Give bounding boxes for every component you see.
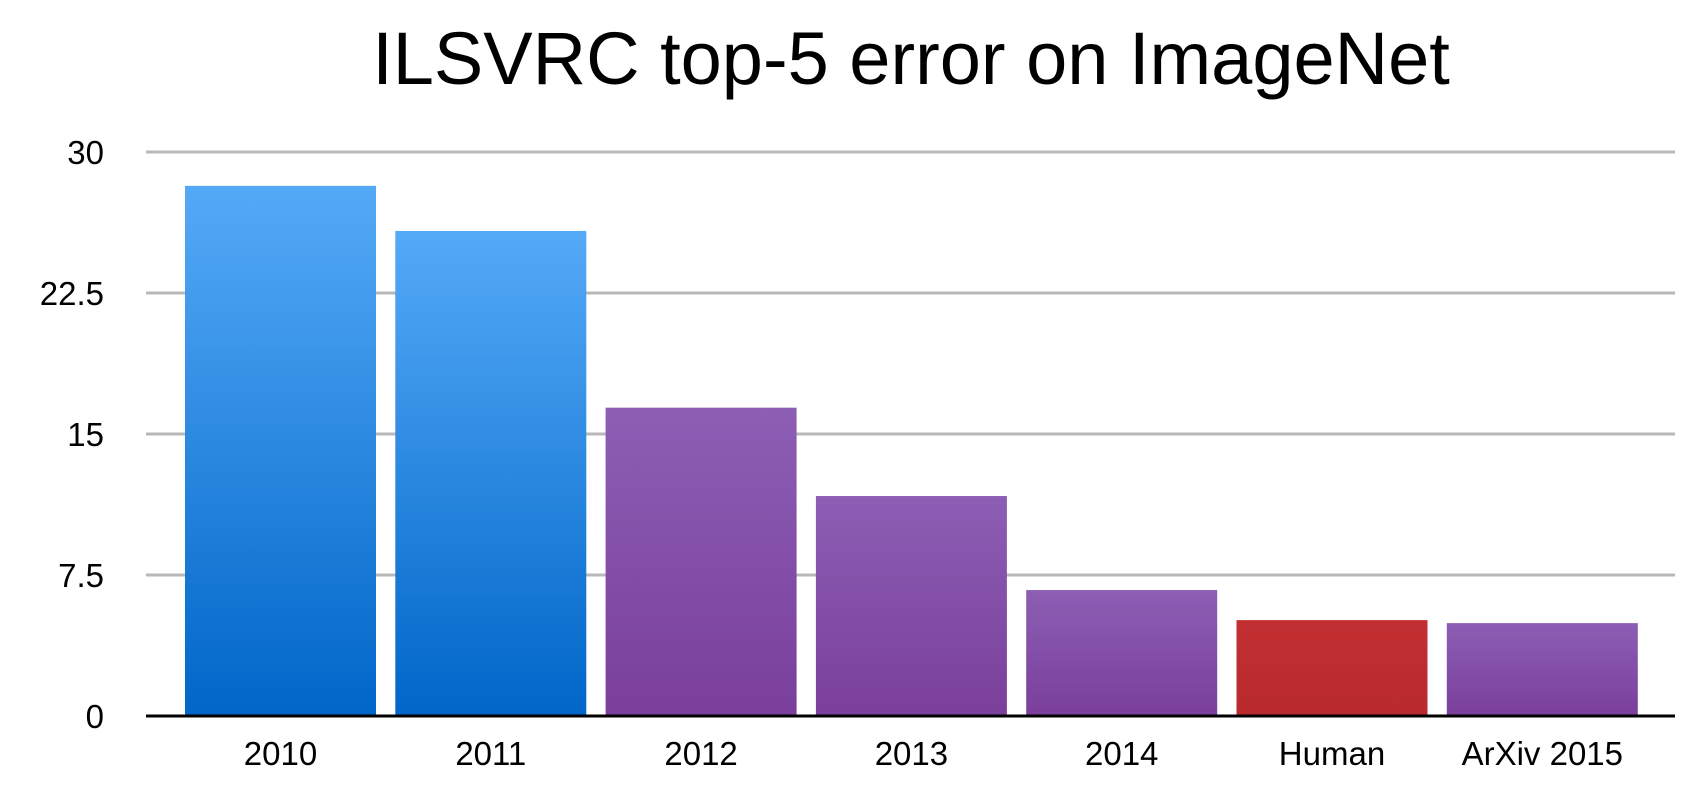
x-category-label: Human [1279, 735, 1385, 772]
x-category-label: 2014 [1085, 735, 1158, 772]
bar [605, 407, 797, 716]
bars [185, 185, 1638, 717]
x-category-label: ArXiv 2015 [1462, 735, 1623, 772]
bar [185, 185, 376, 717]
bar [1026, 590, 1218, 716]
y-tick-label: 0 [86, 698, 104, 735]
x-category-label: 2012 [664, 735, 737, 772]
y-tick-label: 7.5 [58, 557, 104, 594]
chart-title: ILSVRC top-5 error on ImageNet [372, 17, 1450, 100]
x-category-label: 2010 [244, 735, 317, 772]
y-tick-labels: 0 7.5 15 22.5 30 [40, 134, 104, 735]
y-tick-label: 22.5 [40, 275, 104, 312]
y-tick-label: 30 [67, 134, 104, 171]
x-category-label: 2011 [455, 735, 526, 772]
bar [1446, 623, 1638, 716]
x-category-labels: 2010 2011 2012 2013 2014 Human ArXiv 2015 [244, 735, 1623, 772]
bar [1236, 620, 1428, 716]
y-tick-label: 15 [67, 416, 104, 453]
bar [815, 496, 1007, 716]
bar [395, 230, 587, 716]
x-category-label: 2013 [875, 735, 948, 772]
